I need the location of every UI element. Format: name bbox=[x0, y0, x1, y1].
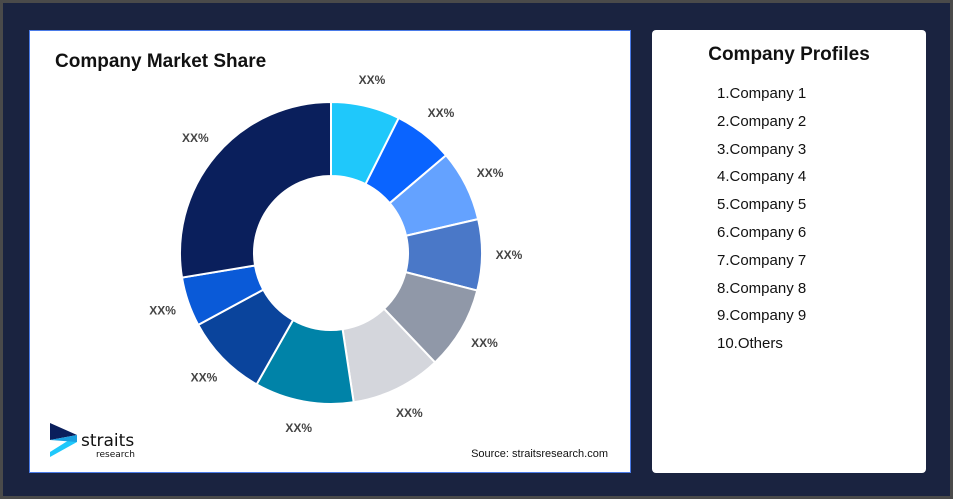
chart-title: Company Market Share bbox=[55, 51, 267, 72]
donut-slice-10 bbox=[179, 100, 332, 279]
profile-item: 6.Company 6 bbox=[717, 223, 807, 241]
svg-text:straits: straits bbox=[81, 431, 134, 451]
slice-label-2: XX% bbox=[428, 106, 455, 120]
profiles-title: Company Profiles bbox=[708, 44, 870, 65]
slice-label-9: XX% bbox=[149, 304, 176, 318]
slice-label-10: XX% bbox=[182, 131, 209, 145]
slice-label-7: XX% bbox=[285, 421, 312, 435]
slice-label-5: XX% bbox=[471, 336, 498, 350]
donut-chart: XX% XX% XX% XX% XX% XX% XX% XX% XX% XX% bbox=[149, 73, 523, 435]
company-profiles-card: Company Profiles 1.Company 1 2.Company 2… bbox=[652, 30, 926, 473]
source-text: Source: straitsresearch.com bbox=[471, 448, 608, 460]
profile-item: 1.Company 1 bbox=[717, 85, 807, 102]
svg-text:research: research bbox=[96, 450, 135, 459]
slice-label-1: XX% bbox=[359, 73, 386, 87]
slice-label-6: XX% bbox=[396, 406, 423, 420]
profile-item: 8.Company 8 bbox=[717, 279, 807, 297]
slice-label-3: XX% bbox=[477, 166, 504, 180]
profile-item: 3.Company 3 bbox=[717, 140, 807, 158]
profiles-list: 1.Company 1 2.Company 2 3.Company 3 4.Co… bbox=[717, 84, 806, 362]
profile-item: 10.Others bbox=[717, 335, 783, 353]
profile-item: 4.Company 4 bbox=[717, 168, 807, 186]
straits-research-logo: straits research bbox=[50, 423, 140, 464]
profile-item: 2.Company 2 bbox=[717, 112, 807, 130]
profile-item: 5.Company 5 bbox=[717, 196, 807, 214]
profile-item: 9.Company 9 bbox=[717, 307, 807, 325]
profile-item: 7.Company 7 bbox=[717, 251, 807, 269]
slice-label-4: XX% bbox=[496, 248, 523, 262]
market-share-card: Company Market Share XX% XX% XX% XX% XX% XX% X… bbox=[29, 30, 631, 473]
slice-label-8: XX% bbox=[191, 371, 218, 385]
